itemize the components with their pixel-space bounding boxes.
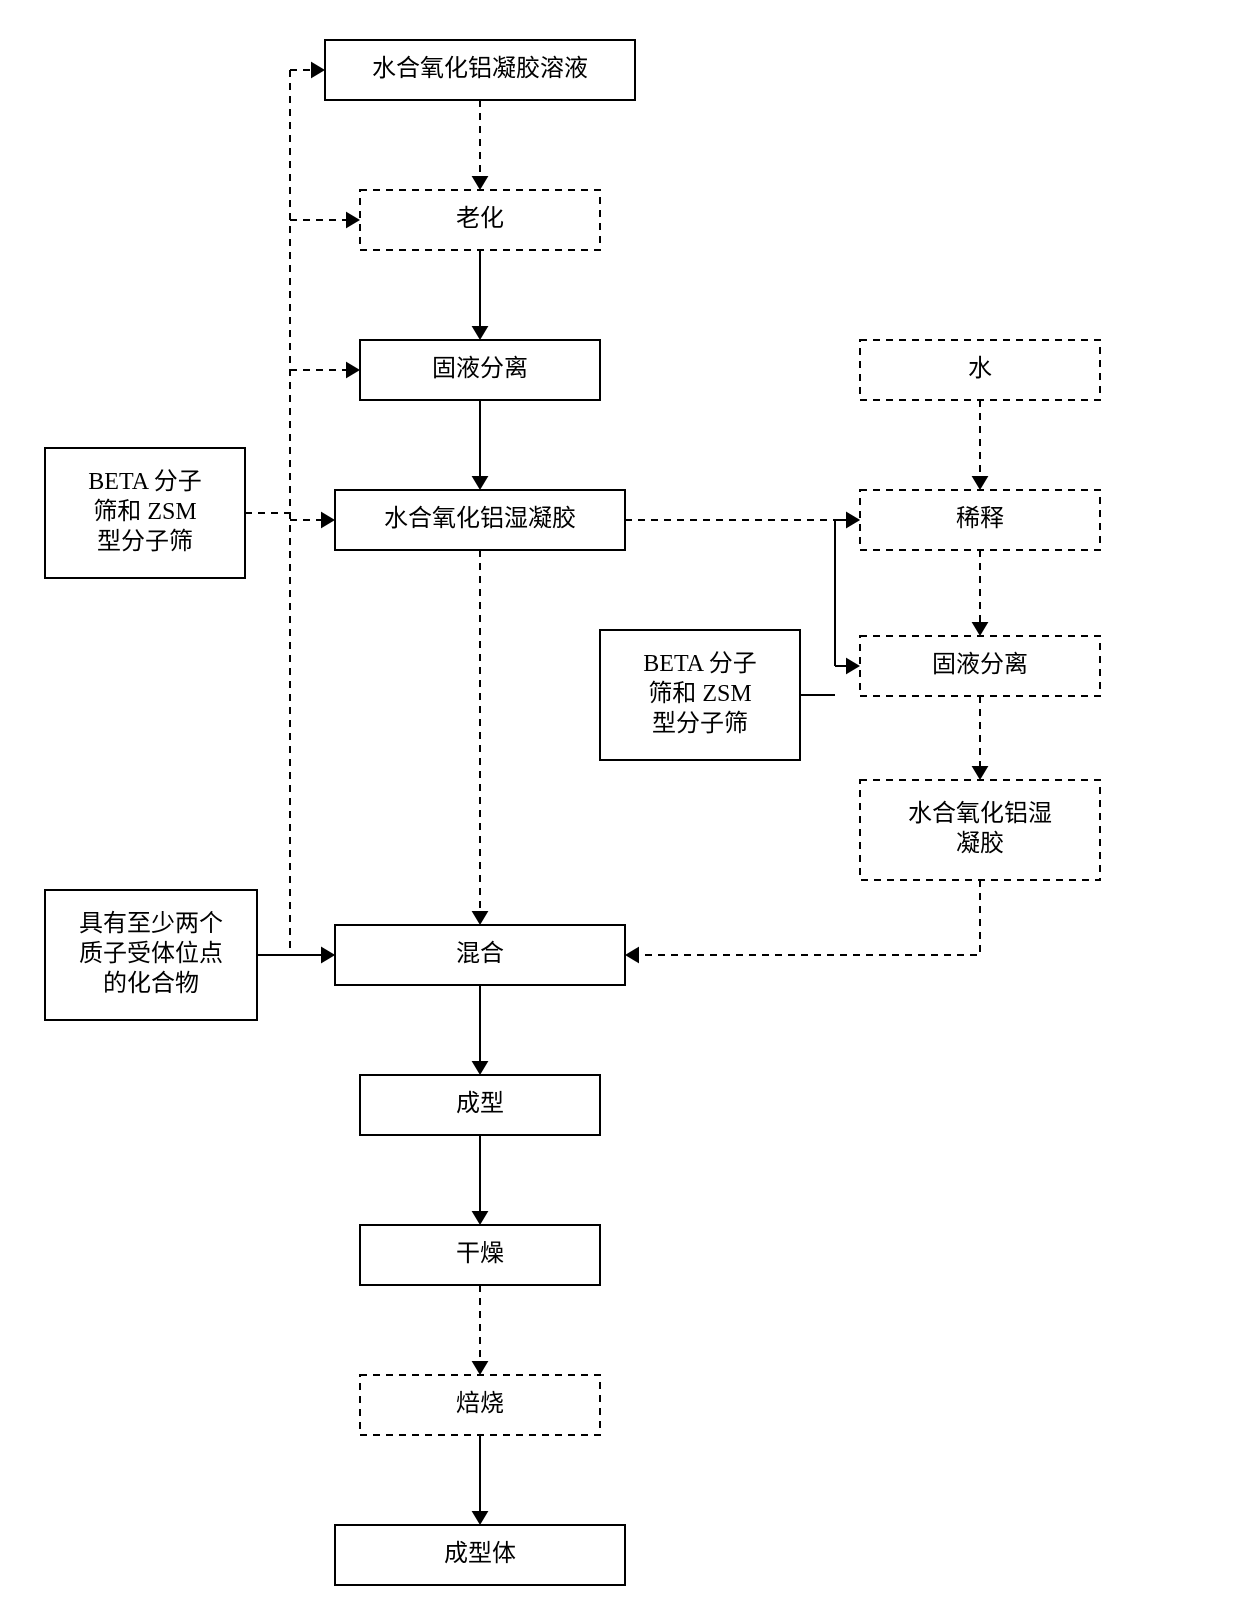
flow-node-label: 水合氧化铝凝胶溶液 [372, 55, 588, 82]
flow-node-label: 质子受体位点 [79, 940, 223, 967]
flow-node-label: 型分子筛 [97, 528, 193, 555]
flow-node-label: 成型体 [444, 1540, 516, 1567]
flow-node-label: 水合氧化铝湿 [908, 800, 1052, 827]
flow-node-label: 型分子筛 [652, 710, 748, 737]
flow-node-label: 筛和 ZSM [648, 680, 751, 707]
flow-node-label: 焙烧 [456, 1390, 504, 1417]
flow-node-label: 成型 [456, 1090, 504, 1117]
flow-node-label: 老化 [456, 205, 504, 232]
flow-node-label: BETA 分子 [88, 468, 201, 495]
flow-node-label: 凝胶 [956, 830, 1004, 857]
flow-node-label: 固液分离 [932, 651, 1028, 678]
flow-node-label: 水 [968, 355, 992, 382]
flow-node-label: 水合氧化铝湿凝胶 [384, 505, 576, 532]
flow-node-label: 干燥 [456, 1240, 504, 1267]
flow-node-label: 稀释 [956, 505, 1004, 532]
flow-node-label: 混合 [456, 940, 504, 967]
flow-node-label: BETA 分子 [643, 650, 756, 677]
flow-node-label: 筛和 ZSM [93, 498, 196, 525]
flow-node-label: 具有至少两个 [79, 910, 223, 937]
flow-node-label: 的化合物 [103, 970, 199, 997]
flow-node-label: 固液分离 [432, 355, 528, 382]
